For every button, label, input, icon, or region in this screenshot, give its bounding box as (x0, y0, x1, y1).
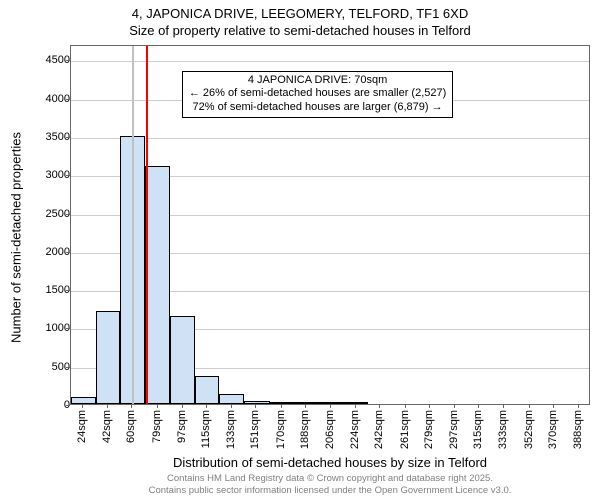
ytick-label: 0 (30, 399, 70, 411)
xtick-label: 315sqm (472, 410, 484, 449)
annotation-line: 72% of semi-detached houses are larger (… (193, 101, 443, 113)
xtick-mark (182, 404, 183, 408)
chart-title: 4, JAPONICA DRIVE, LEEGOMERY, TELFORD, T… (0, 6, 600, 21)
ytick-mark (66, 367, 70, 368)
xtick-label: 170sqm (275, 410, 287, 449)
xtick-label: 388sqm (572, 410, 584, 449)
annotation-box: 4 JAPONICA DRIVE: 70sqm← 26% of semi-det… (182, 71, 453, 118)
ytick-mark (66, 137, 70, 138)
histogram-bar (170, 316, 195, 404)
histogram-bar (145, 166, 171, 404)
chart-root: 4, JAPONICA DRIVE, LEEGOMERY, TELFORD, T… (0, 0, 600, 500)
annotation-line: ← 26% of semi-detached houses are smalle… (189, 87, 446, 99)
histogram-bar (244, 401, 270, 404)
xtick-label: 261sqm (399, 410, 411, 449)
histogram-bar (195, 376, 220, 404)
histogram-bar (219, 394, 244, 404)
xtick-mark (405, 404, 406, 408)
histogram-bar (294, 402, 319, 404)
ytick-mark (66, 60, 70, 61)
gridline (71, 61, 589, 62)
xtick-label: 133sqm (225, 410, 237, 449)
histogram-bar (343, 402, 368, 404)
xtick-label: 297sqm (448, 410, 460, 449)
xtick-mark (503, 404, 504, 408)
xtick-label: 333sqm (497, 410, 509, 449)
xtick-mark (429, 404, 430, 408)
xtick-label: 97sqm (176, 410, 188, 443)
reference-line (146, 46, 148, 404)
plot-area: 4 JAPONICA DRIVE: 70sqm← 26% of semi-det… (70, 45, 590, 405)
ytick-mark (66, 175, 70, 176)
xtick-label: 42sqm (101, 410, 113, 443)
chart-subtitle: Size of property relative to semi-detach… (0, 23, 600, 38)
ytick-label: 4000 (30, 93, 70, 105)
reference-line (132, 46, 134, 404)
xtick-label: 24sqm (76, 410, 88, 443)
xtick-label: 279sqm (423, 410, 435, 449)
xtick-label: 188sqm (299, 410, 311, 449)
y-axis-label: Number of semi-detached properties (9, 38, 24, 438)
footnote-line1: Contains HM Land Registry data © Crown c… (167, 473, 493, 484)
xtick-label: 370sqm (547, 410, 559, 449)
xtick-mark (379, 404, 380, 408)
footnote-line2: Contains public sector information licen… (149, 485, 512, 496)
histogram-bar (96, 311, 121, 404)
xtick-mark (206, 404, 207, 408)
xtick-label: 206sqm (324, 410, 336, 449)
xtick-mark (231, 404, 232, 408)
x-axis-label: Distribution of semi-detached houses by … (70, 455, 590, 470)
ytick-label: 500 (30, 361, 70, 373)
xtick-label: 352sqm (523, 410, 535, 449)
xtick-mark (529, 404, 530, 408)
ytick-mark (66, 328, 70, 329)
ytick-label: 3500 (30, 131, 70, 143)
ytick-label: 1000 (30, 322, 70, 334)
xtick-mark (281, 404, 282, 408)
xtick-label: 60sqm (125, 410, 137, 443)
footnote: Contains HM Land Registry data © Crown c… (70, 473, 590, 496)
xtick-label: 224sqm (349, 410, 361, 449)
ytick-mark (66, 290, 70, 291)
xtick-label: 151sqm (249, 410, 261, 449)
ytick-mark (66, 99, 70, 100)
histogram-bar (71, 397, 96, 404)
xtick-mark (578, 404, 579, 408)
xtick-mark (157, 404, 158, 408)
xtick-mark (82, 404, 83, 408)
xtick-label: 115sqm (200, 410, 212, 448)
xtick-mark (553, 404, 554, 408)
ytick-mark (66, 405, 70, 406)
xtick-label: 242sqm (373, 410, 385, 449)
xtick-mark (478, 404, 479, 408)
ytick-mark (66, 252, 70, 253)
ytick-label: 4500 (30, 54, 70, 66)
ytick-label: 3000 (30, 169, 70, 181)
xtick-mark (454, 404, 455, 408)
annotation-line: 4 JAPONICA DRIVE: 70sqm (248, 74, 387, 86)
xtick-mark (355, 404, 356, 408)
xtick-mark (330, 404, 331, 408)
gridline (71, 138, 589, 139)
xtick-label: 79sqm (151, 410, 163, 443)
ytick-label: 2000 (30, 246, 70, 258)
ytick-mark (66, 214, 70, 215)
xtick-mark (305, 404, 306, 408)
ytick-label: 2500 (30, 208, 70, 220)
ytick-label: 1500 (30, 284, 70, 296)
xtick-mark (107, 404, 108, 408)
xtick-mark (255, 404, 256, 408)
histogram-bar (270, 402, 295, 404)
xtick-mark (131, 404, 132, 408)
